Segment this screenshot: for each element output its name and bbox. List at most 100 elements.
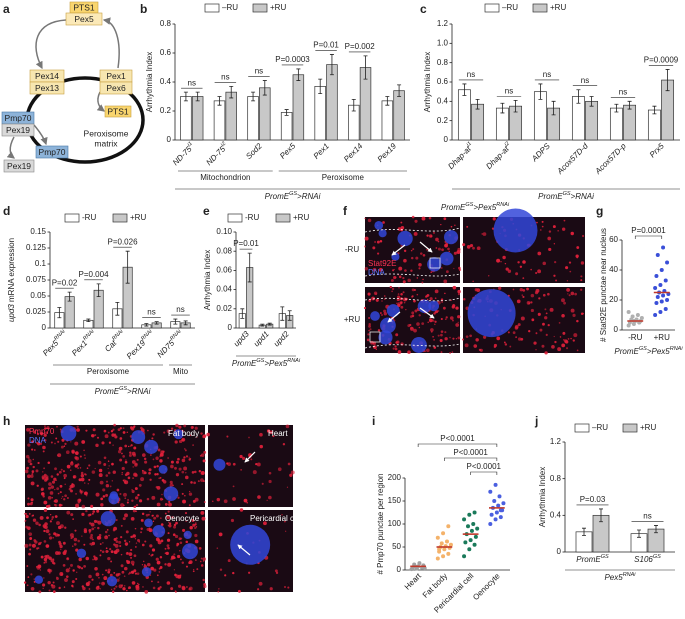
punctum (256, 462, 261, 467)
data-point (659, 268, 664, 272)
punctum (36, 429, 38, 431)
punctum (54, 499, 58, 503)
punctum (73, 542, 77, 546)
pex5-box (65, 12, 103, 26)
punctum (27, 502, 30, 506)
punctum (148, 471, 151, 475)
group-label: Peroxisome (322, 173, 365, 182)
data-point (448, 542, 453, 547)
punctum (50, 583, 54, 587)
punctum (217, 590, 220, 593)
punctum (63, 473, 67, 478)
punctum (170, 587, 174, 591)
punctum (96, 436, 100, 439)
punctum (258, 581, 263, 586)
punctum (180, 558, 182, 561)
punctum (200, 557, 203, 560)
y-tick-label: 20 (609, 295, 618, 304)
punctum (81, 440, 86, 444)
punctum (391, 287, 395, 291)
punctum (567, 338, 570, 340)
punctum (132, 534, 136, 538)
punctum (433, 339, 435, 341)
punctum (500, 261, 502, 263)
legend-swatch (252, 3, 268, 13)
punctum (29, 502, 33, 506)
punctum (97, 460, 102, 465)
data-point (631, 322, 636, 326)
data-point (468, 538, 473, 543)
error-bar (637, 529, 641, 538)
punctum (120, 564, 124, 568)
annotation: ns (147, 308, 155, 317)
label-text: Pex5 (278, 141, 298, 161)
data-point (654, 301, 659, 305)
error-bar (363, 55, 368, 80)
data-point (493, 482, 498, 487)
punctum (528, 302, 531, 305)
punctum (85, 429, 88, 432)
punctum (71, 545, 74, 547)
punctum (545, 333, 548, 336)
punctum (88, 522, 92, 525)
punctum (475, 338, 479, 342)
punctum (84, 491, 88, 496)
data-point (655, 253, 660, 257)
punctum (440, 333, 443, 337)
punctum (124, 513, 128, 518)
punctum (412, 248, 415, 251)
punctum (142, 453, 146, 457)
punctum (70, 489, 73, 493)
punctum (141, 543, 145, 547)
punctum (26, 584, 29, 587)
punctum (80, 492, 83, 495)
punctum (397, 227, 402, 231)
punctum (178, 425, 182, 429)
punctum (133, 446, 137, 450)
punctum (371, 273, 373, 275)
punctum (240, 469, 242, 471)
punctum (411, 215, 415, 219)
nucleus (158, 464, 168, 474)
punctum (435, 237, 439, 242)
punctum (402, 280, 406, 284)
punctum (130, 516, 135, 521)
punctum (26, 565, 29, 567)
y-axis-title: upd3 mRNA expression (7, 238, 16, 322)
peroxisome-diagram: PTS1 Pex5 Pex14 Pex13 Pex1 Pex6 PTS1 Pmp… (1, 1, 145, 173)
punctum (202, 434, 206, 439)
punctum (559, 336, 562, 338)
punctum (119, 427, 122, 430)
punctum (198, 470, 201, 473)
punctum (88, 478, 91, 481)
y-tick-label: 0.15 (30, 227, 46, 236)
punctum (101, 550, 105, 554)
punctum (156, 473, 159, 476)
punctum (97, 585, 100, 588)
nucleus (108, 493, 120, 505)
punctum (469, 243, 474, 248)
punctum (159, 517, 162, 519)
punctum (429, 318, 433, 323)
punctum (166, 429, 171, 434)
punctum (55, 437, 58, 440)
punctum (469, 334, 472, 338)
punctum (49, 536, 53, 540)
punctum (113, 538, 117, 542)
punctum (130, 535, 133, 539)
punctum (131, 489, 135, 494)
bar (471, 103, 485, 141)
label-text: PromE (576, 555, 601, 564)
punctum (174, 466, 177, 470)
label-text: >RNAi (571, 192, 595, 201)
punctum (140, 527, 143, 530)
punctum (445, 270, 449, 274)
punctum (202, 480, 205, 483)
punctum (143, 457, 147, 461)
punctum (107, 431, 110, 434)
diagram-label: Peroxisome (84, 128, 129, 138)
nucleus (370, 311, 380, 321)
nucleus (410, 337, 427, 353)
x-axis-title: PromEGS>Pex5RNAi (614, 346, 683, 356)
punctum (402, 291, 405, 294)
